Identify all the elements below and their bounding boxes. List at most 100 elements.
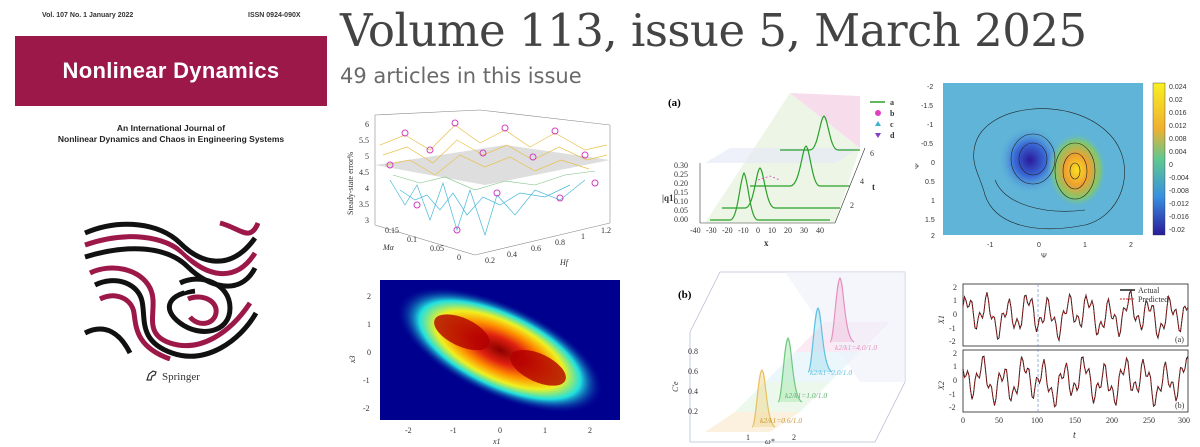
t-tick: 2 — [850, 201, 854, 210]
journal-cover[interactable]: Vol. 107 No. 1 January 2022 ISSN 0924-09… — [0, 0, 335, 447]
figure-heatmap-plot[interactable]: 2 1 0 -1 -2 -2 -1 0 1 2 x1 x3 — [345, 275, 635, 445]
x-tick: -20 — [722, 226, 733, 235]
x-axis-label: Hf — [559, 258, 570, 267]
figure-timeseries-plot[interactable]: Actual Predicted (a) (b) 2 1 0 -1 -2 2 1… — [935, 280, 1200, 447]
colorbar-tick: -0.016 — [1169, 214, 1189, 221]
z-tick: 6 — [365, 120, 369, 129]
x-tick: 0 — [756, 226, 760, 235]
legend-swatch-c — [875, 121, 881, 126]
panel-label-a: (a) — [668, 97, 681, 109]
y-tick: 0.4 — [688, 387, 698, 396]
y-tick: 0.30 — [674, 161, 688, 170]
panel-label-b: (b) — [1175, 401, 1185, 410]
panel-label-b: (b) — [678, 289, 692, 301]
x-axis-label: x1 — [492, 437, 501, 445]
cover-publisher: Springer — [162, 371, 200, 383]
figure-layered-plot[interactable]: (b) 0.8 0.6 0.4 0.2 1 2 ω* C'e k2/k1=4.0… — [660, 262, 910, 445]
y-tick: -2 — [927, 84, 933, 91]
t-axis-label: t — [872, 182, 875, 192]
legend: a b c d — [870, 98, 895, 140]
y-tick: 2 — [953, 349, 957, 358]
colorbar-tick: 0.016 — [1169, 110, 1187, 117]
y-tick: 0 — [953, 310, 957, 319]
annotation: k2/k1=2.0/1.0 — [810, 368, 852, 377]
figure-contour-plot[interactable]: 0.024 0.02 0.016 0.012 0.008 0.004 0 -0.… — [915, 75, 1200, 260]
x-axis-label: t — [1073, 430, 1076, 441]
x-tick: 2 — [588, 426, 592, 435]
x-tick: 200 — [1106, 416, 1118, 425]
cover-chaos-art — [80, 213, 260, 361]
x-tick: 100 — [1031, 416, 1043, 425]
legend-label-predicted: Predicted — [1138, 295, 1168, 304]
series-predicted — [962, 291, 1189, 341]
y-tick: 0 — [953, 376, 957, 385]
x-tick: 0.4 — [507, 250, 517, 259]
legend-label-d: d — [890, 131, 895, 140]
figure-soliton-plot[interactable]: (a) 0.30 0.25 0.20 0.15 0.10 0.05 0.00 |… — [660, 88, 910, 260]
colorbar-tick: -0.004 — [1169, 175, 1189, 182]
x-tick: 1 — [1083, 242, 1087, 249]
y-tick: 1.5 — [925, 217, 935, 224]
y-tick: -2 — [363, 404, 370, 413]
y-tick: -1 — [949, 324, 956, 333]
x-tick: 300 — [1178, 416, 1190, 425]
cover-title: Nonlinear Dynamics — [62, 58, 280, 83]
t-tick: 6 — [870, 149, 874, 158]
x-tick: 1 — [581, 232, 585, 241]
z-tick: 4.5 — [359, 168, 369, 177]
z-tick: 4 — [365, 184, 369, 193]
legend-label-c: c — [890, 120, 894, 129]
colorbar — [1152, 82, 1166, 236]
y-tick: 0.8 — [688, 347, 698, 356]
annotation: k2/k1=1.0/1.0 — [785, 391, 827, 400]
y-tick: 0 — [367, 348, 371, 357]
y-axis-label: C'e — [671, 381, 680, 392]
cover-subtitle-1: An International Journal of — [116, 123, 226, 133]
colorbar-tick: -0.012 — [1169, 201, 1189, 208]
y-tick: 0.10 — [674, 197, 688, 206]
colorbar-tick: 0.02 — [1169, 97, 1183, 104]
z-axis-label: Steady-state error% — [346, 151, 355, 215]
y-tick: 1 — [953, 296, 957, 305]
legend-label-actual: Actual — [1138, 286, 1160, 295]
z-tick: 3 — [365, 216, 369, 225]
x-tick: -1 — [987, 242, 993, 249]
x-tick: 250 — [1143, 416, 1155, 425]
x-tick: 150 — [1069, 416, 1081, 425]
panel-label-a: (a) — [1175, 335, 1184, 344]
x-axis-label: Ψ — [1041, 253, 1047, 260]
x-tick: 0 — [498, 426, 502, 435]
x-tick: -1 — [450, 426, 457, 435]
z-tick: 5.5 — [359, 136, 369, 145]
x-tick: 1.2 — [601, 226, 611, 235]
x-tick: 0.8 — [555, 238, 565, 247]
x-tick: -10 — [738, 226, 749, 235]
series-lines — [962, 289, 1189, 408]
y-axis-label-bottom: X2 — [937, 381, 946, 391]
y-tick: 0.00 — [674, 215, 688, 224]
y-tick: -1 — [949, 390, 956, 399]
y-axis-label-top: X1 — [937, 315, 946, 325]
annotation: k2/k1=4.0/1.0 — [835, 343, 877, 352]
y-tick: 0.2 — [688, 407, 698, 416]
y-tick: 0.05 — [674, 206, 688, 215]
x-tick: 2 — [792, 433, 796, 442]
x-axis-label: ω* — [765, 437, 775, 445]
figure-surface-plot[interactable]: 6 5.5 5 4.5 4 3.5 3 0.15 0.1 0.05 0 0.2 … — [345, 105, 635, 273]
series-predicted — [962, 356, 1189, 407]
y-axis-label: x3 — [348, 355, 357, 364]
y-tick: -1 — [363, 376, 370, 385]
legend-swatch-b — [875, 110, 881, 116]
x-tick: 40 — [816, 226, 824, 235]
y-tick: -1.5 — [921, 103, 933, 110]
y-tick: 0.5 — [925, 179, 935, 186]
z-tick: 5 — [365, 152, 369, 161]
y-tick: 0 — [457, 253, 461, 262]
x-tick: 0 — [961, 416, 965, 425]
colorbar-tick: -0.008 — [1169, 188, 1189, 195]
colorbar-tick: -0.02 — [1169, 227, 1185, 234]
x-tick: 0.2 — [485, 256, 495, 265]
colorbar-tick: 0.012 — [1169, 123, 1187, 130]
y-tick: 2 — [931, 233, 935, 240]
annotation: k2/k1=0.6/1.0 — [760, 416, 802, 425]
